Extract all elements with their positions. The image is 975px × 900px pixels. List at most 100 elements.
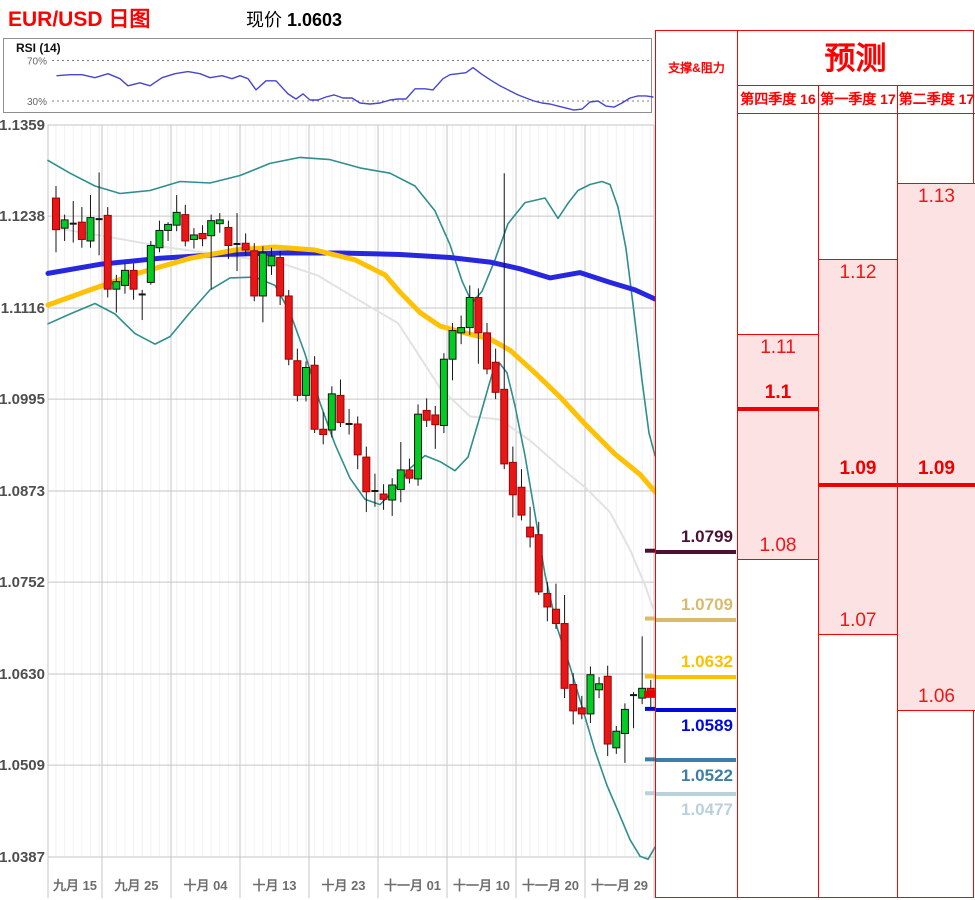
forecast-point-line [819,482,897,487]
forecast-quarter-header: 第一季度 17 [819,86,897,114]
y-axis-tick-label: 1.0873 [0,483,45,500]
forecast-point-label: 1.09 [918,457,955,479]
support-resistance-column: 支撑&阻力 1.0799 1.0709 1.0632 1.0589 1.0522 1.04… [656,31,738,897]
candle-down [198,232,207,240]
x-axis-date-label: 十一月 29 [591,878,648,893]
candle-down [319,428,328,436]
doji-tick [69,222,77,225]
forecast-range-band [738,334,818,560]
candle-down [379,493,388,500]
forecast-title: 预测 [738,31,973,86]
sr-level-line [656,617,736,622]
page-title: EUR/USD 日图 [8,8,151,31]
candle-up [327,393,336,431]
candle-down [293,360,302,396]
support-resistance-header: 支撑&阻力 [668,61,725,75]
current-price-readout: 现价 1.0603 [246,6,342,32]
forecast-quarter-column: 第四季度 16 1.11 1.08 1.1 [738,86,818,897]
y-axis-tick-label: 1.1238 [0,208,45,225]
forecast-high-label: 1.11 [760,337,796,359]
forecast-point-label: 1.09 [839,457,877,479]
candle-down [551,608,560,625]
x-axis-date-label: 十月 13 [252,878,296,893]
ma-mid-yellow [45,244,658,495]
sr-edge-tick [645,757,655,762]
candle-down [241,242,250,251]
doji-tick [95,218,103,221]
sr-edge-tick [645,548,655,553]
forecast-low-label: 1.06 [918,685,955,707]
candle-up [146,244,155,283]
candle-down [310,364,319,430]
doji-tick [138,293,146,296]
x-axis-date-label: 十一月 20 [522,878,579,893]
candle-down [52,197,60,231]
candle-down [224,226,233,246]
candle-down [353,423,362,456]
candle-up [439,358,448,426]
candle-up [258,252,267,297]
forecast-range-band [819,258,897,636]
candle-up [414,413,423,480]
rsi-tick-label: 30% [27,97,47,108]
forecast-quarter-body: 1.13 1.06 1.09 [898,114,975,897]
rsi-tick-label: 70% [27,57,47,68]
ma-slow-blue [45,250,658,302]
y-axis-tick-label: 1.1359 [0,117,45,134]
x-axis-date-label: 九月 15 [52,878,97,893]
forecast-quarter-body: 1.12 1.07 1.09 [819,114,897,897]
current-price-label: 现价 [246,10,282,30]
forecast-point-label: 1.1 [764,382,792,404]
sr-level-label: 1.0522 [681,766,733,786]
candle-down [603,675,612,745]
sr-level-line [656,549,736,554]
x-axis-date-label: 十一月 01 [384,878,441,893]
candle-up [620,708,629,734]
forecast-quarter-header: 第二季度 17 [898,86,975,114]
y-axis-tick-label: 1.0509 [0,757,45,774]
current-price-value: 1.0603 [287,10,343,30]
x-axis-date-label: 十一月 10 [453,878,510,893]
candle-up [172,211,181,226]
doji-tick [630,694,638,697]
candle-up [86,217,95,242]
candle-down [431,414,440,426]
candle-up [215,219,224,225]
forecast-quarter-body: 1.11 1.08 1.1 [738,114,818,897]
rsi-title: RSI (14) [16,41,61,55]
x-axis-date-label: 九月 25 [113,878,158,893]
candle-down [569,684,578,712]
candle-down [577,707,586,715]
candle-up [120,269,129,286]
sma-long-gray [55,227,656,615]
candle-up [396,469,405,490]
candle-down [405,469,414,479]
sr-level-label: 1.0799 [681,526,733,546]
candle-down [508,461,517,496]
candle-down [284,295,293,360]
y-axis-tick-label: 1.0752 [0,574,45,591]
candle-down [474,296,483,334]
forecast-point-line [898,482,975,487]
forecast-point-line [738,407,818,412]
candle-up [189,234,198,240]
sr-level-label: 1.0589 [681,715,733,735]
candle-down [517,486,526,516]
rsi-line [56,66,654,111]
candle-up [112,281,121,290]
candle-down [362,456,371,493]
forecast-area: 预测 第四季度 16 1.11 1.08 1.1 第一季度 17 1.12 1.07 1.09… [738,31,975,897]
candle-down [500,388,509,465]
sr-level-line [656,758,736,763]
y-axis-tick-label: 1.0387 [0,849,45,866]
bollinger-upper [47,156,656,457]
candle-down [543,592,552,608]
sr-level-line [656,792,736,797]
x-axis-date-label: 十月 23 [321,878,365,893]
candle-up [457,327,466,334]
y-axis-tick-label: 1.0630 [0,666,45,683]
y-axis-tick-label: 1.1116 [1,300,45,317]
candle-down [491,361,500,393]
doji-tick [371,490,379,492]
